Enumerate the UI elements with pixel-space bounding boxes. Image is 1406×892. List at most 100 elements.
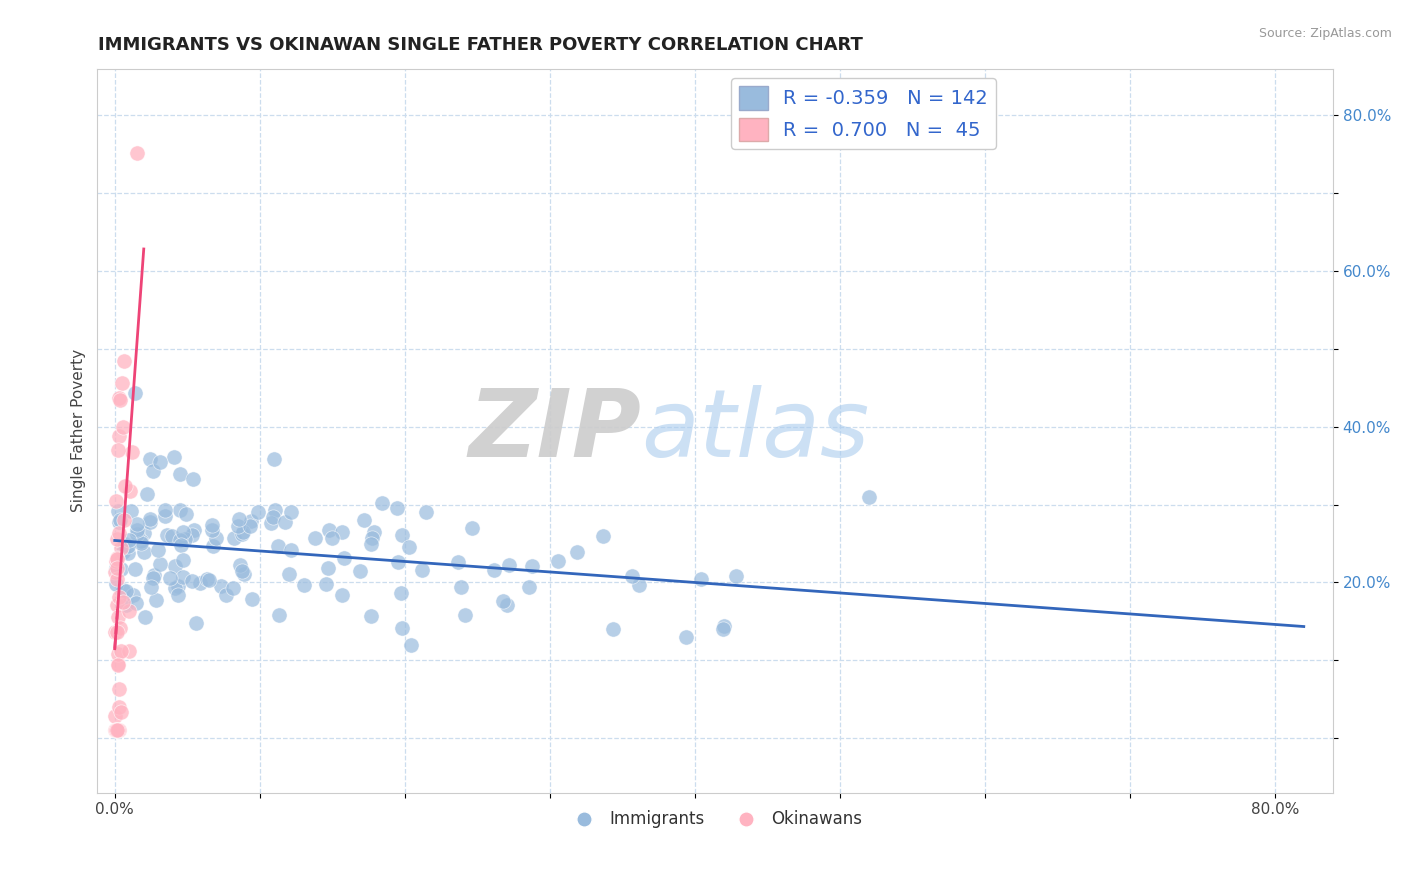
Legend: Immigrants, Okinawans: Immigrants, Okinawans	[561, 804, 869, 835]
Point	[411, 563, 433, 577]
Point	[711, 622, 734, 636]
Point	[104, 565, 127, 579]
Point	[195, 572, 218, 586]
Point	[159, 571, 181, 585]
Point	[104, 723, 127, 738]
Point	[125, 146, 148, 161]
Point	[105, 550, 128, 565]
Point	[129, 536, 152, 550]
Point	[139, 452, 162, 467]
Point	[160, 529, 183, 543]
Point	[107, 429, 129, 443]
Point	[247, 505, 270, 519]
Point	[156, 527, 179, 541]
Point	[172, 525, 194, 540]
Point	[153, 509, 176, 524]
Point	[118, 643, 141, 657]
Text: Source: ZipAtlas.com: Source: ZipAtlas.com	[1258, 27, 1392, 40]
Point	[461, 521, 484, 535]
Point	[713, 619, 735, 633]
Point	[415, 505, 437, 519]
Point	[517, 581, 540, 595]
Point	[675, 630, 697, 644]
Point	[278, 567, 301, 582]
Point	[183, 523, 205, 537]
Point	[333, 550, 356, 565]
Point	[197, 574, 219, 588]
Point	[176, 507, 198, 521]
Point	[385, 500, 408, 515]
Point	[125, 516, 148, 531]
Point	[105, 572, 128, 586]
Point	[363, 525, 385, 540]
Point	[104, 723, 127, 738]
Point	[627, 578, 650, 592]
Text: IMMIGRANTS VS OKINAWAN SINGLE FATHER POVERTY CORRELATION CHART: IMMIGRANTS VS OKINAWAN SINGLE FATHER POV…	[98, 36, 863, 54]
Point	[142, 571, 165, 585]
Point	[107, 723, 129, 738]
Point	[280, 505, 302, 519]
Point	[262, 510, 284, 524]
Point	[280, 543, 302, 558]
Point	[107, 723, 129, 738]
Point	[104, 709, 127, 723]
Point	[228, 519, 250, 533]
Point	[231, 526, 253, 541]
Point	[105, 723, 128, 738]
Point	[292, 578, 315, 592]
Point	[360, 609, 382, 624]
Point	[202, 539, 225, 553]
Point	[125, 523, 148, 537]
Point	[398, 540, 420, 554]
Point	[107, 610, 129, 624]
Point	[361, 531, 384, 545]
Text: atlas: atlas	[641, 385, 869, 476]
Point	[242, 592, 264, 607]
Y-axis label: Single Father Poverty: Single Father Poverty	[72, 349, 86, 512]
Point	[318, 523, 340, 537]
Point	[105, 552, 128, 566]
Point	[107, 392, 129, 406]
Point	[169, 503, 191, 517]
Point	[450, 580, 472, 594]
Point	[522, 559, 544, 574]
Point	[115, 599, 138, 613]
Point	[371, 496, 394, 510]
Point	[105, 561, 128, 575]
Point	[134, 610, 156, 624]
Point	[111, 376, 134, 391]
Point	[169, 533, 191, 548]
Point	[105, 493, 128, 508]
Point	[120, 504, 142, 518]
Point	[107, 560, 129, 574]
Point	[112, 354, 135, 368]
Point	[134, 545, 156, 559]
Point	[167, 588, 190, 602]
Point	[231, 564, 253, 578]
Point	[118, 604, 141, 618]
Point	[163, 581, 186, 595]
Point	[120, 484, 142, 499]
Point	[105, 554, 128, 568]
Point	[104, 624, 127, 639]
Point	[129, 534, 152, 549]
Point	[115, 584, 138, 599]
Point	[263, 451, 285, 466]
Text: ZIP: ZIP	[468, 384, 641, 476]
Point	[592, 529, 614, 543]
Point	[602, 622, 624, 636]
Point	[148, 542, 170, 557]
Point	[163, 450, 186, 464]
Point	[181, 574, 204, 588]
Point	[173, 532, 195, 546]
Point	[136, 486, 159, 500]
Point	[110, 541, 132, 555]
Point	[108, 590, 131, 604]
Point	[263, 503, 285, 517]
Point	[399, 638, 422, 652]
Point	[186, 616, 208, 631]
Point	[209, 579, 232, 593]
Point	[266, 539, 288, 553]
Point	[108, 393, 131, 408]
Point	[118, 533, 141, 547]
